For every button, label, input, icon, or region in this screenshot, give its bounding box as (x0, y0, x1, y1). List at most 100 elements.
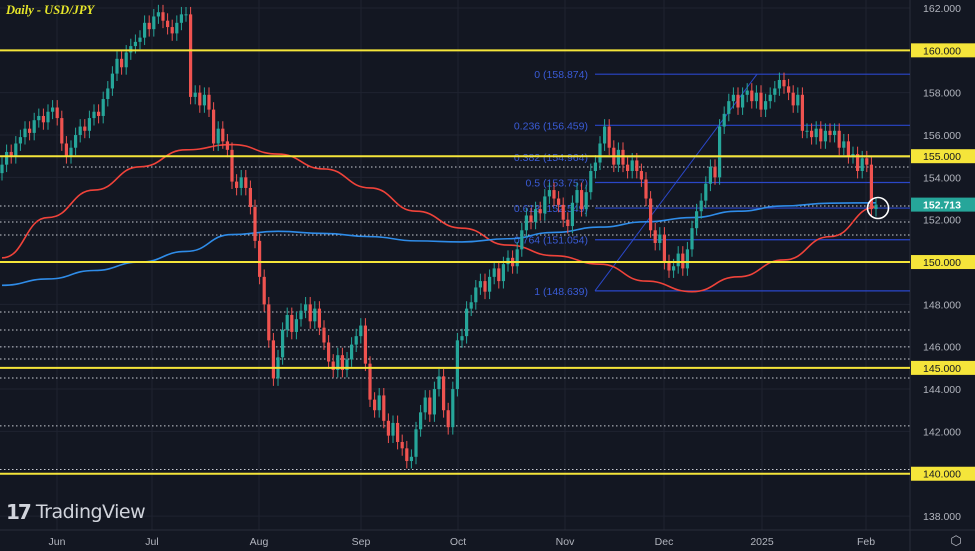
candle (161, 4, 165, 29)
candle (580, 182, 584, 217)
candle (235, 174, 239, 196)
candle (566, 212, 570, 234)
candle (64, 136, 68, 164)
level-price-tag-bg (911, 43, 975, 58)
candle-body (129, 46, 133, 53)
candle-body (787, 86, 791, 93)
candle (497, 260, 501, 289)
candle (405, 440, 409, 469)
candle (488, 269, 492, 300)
candle (681, 246, 685, 276)
candle-body (373, 399, 377, 411)
time-tick-label: 2025 (750, 536, 774, 548)
candle-body (244, 177, 248, 188)
candle-body (497, 268, 501, 282)
candle (382, 388, 386, 429)
candle (584, 184, 588, 217)
candle-body (41, 115, 45, 123)
candle-body (267, 304, 271, 341)
candle (28, 121, 32, 141)
candle-body (18, 137, 22, 144)
candle-body (74, 135, 78, 148)
candle (202, 87, 206, 113)
tradingview-logo[interactable]: 17 TradingView (6, 500, 146, 524)
candle-body (557, 198, 561, 205)
candle (304, 296, 308, 319)
candle (773, 81, 777, 103)
price-tick-label: 162.000 (923, 3, 961, 15)
candle (5, 144, 9, 173)
candle-body (382, 395, 386, 421)
candle (336, 347, 340, 378)
candle-body (515, 249, 519, 267)
candle-body (391, 422, 395, 436)
candle-body (299, 310, 303, 320)
candle (340, 347, 344, 378)
candle-body (193, 92, 197, 97)
candle (745, 83, 749, 103)
candle-body (814, 128, 818, 138)
level-price-tag-bg (911, 466, 975, 481)
candle-body (672, 266, 676, 271)
candle (685, 241, 689, 276)
candle-body (147, 22, 151, 30)
candle (603, 119, 607, 151)
candle (874, 197, 878, 217)
candle (184, 6, 188, 22)
candle-body (584, 192, 588, 210)
candle (350, 337, 354, 367)
candle-body (492, 268, 496, 277)
candle-body (32, 120, 36, 133)
candle-body (166, 20, 170, 28)
fib-level-label: 1 (148.639) (534, 286, 588, 298)
candle-body (437, 376, 441, 390)
candle (37, 108, 41, 128)
candle-body (607, 126, 611, 148)
candle (377, 388, 381, 418)
candle (846, 133, 850, 164)
candle-body (745, 90, 749, 95)
candle-body (598, 143, 602, 163)
candle (649, 191, 653, 238)
candle (626, 157, 630, 179)
gear-hexagon-icon[interactable]: ⬡ (950, 533, 962, 548)
candle-body (722, 113, 726, 127)
candle-body (566, 219, 570, 227)
candle-body (828, 130, 832, 136)
level-price-tag-label: 145.000 (923, 363, 961, 375)
candle (239, 169, 243, 196)
candle (819, 121, 823, 149)
candle-body (561, 204, 565, 220)
candle-body (842, 141, 846, 148)
candle (189, 6, 193, 105)
candle-body (414, 429, 418, 457)
candle-body (138, 37, 142, 42)
level-price-tag-label: 160.000 (923, 45, 961, 57)
candle-body (538, 209, 542, 214)
candle-body (764, 101, 768, 110)
level-price-tag-bg (911, 360, 975, 375)
candle-body (124, 52, 128, 68)
candle (828, 123, 832, 143)
candle (782, 72, 786, 94)
candle (51, 100, 55, 120)
candle (97, 104, 101, 124)
candle-body (534, 209, 538, 222)
price-tick-label: 146.000 (923, 342, 961, 354)
last-price-tag-label: 152.713 (923, 200, 961, 212)
candle (713, 159, 717, 185)
candle (46, 104, 50, 130)
price-tick-label: 144.000 (923, 384, 961, 396)
candle (74, 127, 78, 156)
level-price-tag-label: 150.000 (923, 257, 961, 269)
candle-body (170, 27, 174, 34)
candle-body (741, 94, 745, 108)
candle (869, 157, 873, 217)
candle (285, 307, 289, 338)
candle-body (727, 101, 731, 114)
candle-body (465, 308, 469, 337)
candle (156, 4, 160, 24)
time-tick-label: Jul (145, 536, 159, 548)
level-price-tag-bg (911, 149, 975, 164)
